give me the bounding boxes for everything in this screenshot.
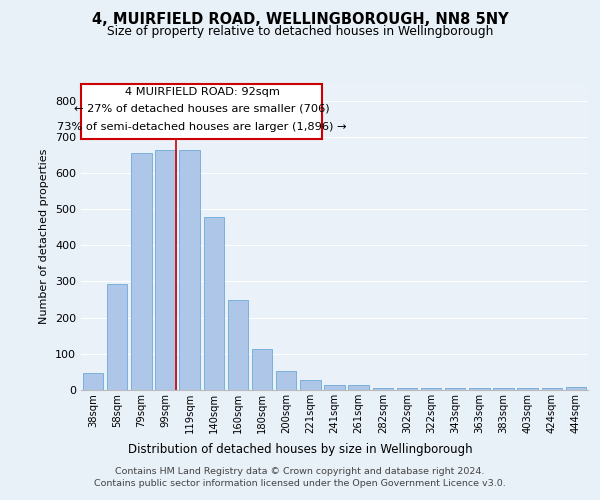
Bar: [373, 388, 393, 390]
Bar: [203, 217, 224, 390]
Bar: [445, 388, 466, 390]
Text: 4 MUIRFIELD ROAD: 92sqm: 4 MUIRFIELD ROAD: 92sqm: [125, 87, 280, 97]
Bar: [493, 388, 514, 390]
Bar: [107, 284, 127, 390]
Bar: [469, 388, 490, 390]
Bar: [324, 384, 345, 390]
Bar: [421, 388, 442, 390]
Bar: [252, 349, 272, 390]
Bar: [155, 150, 176, 390]
Text: ← 27% of detached houses are smaller (706): ← 27% of detached houses are smaller (70…: [74, 103, 330, 113]
Bar: [542, 388, 562, 390]
Bar: [179, 150, 200, 390]
Bar: [349, 385, 369, 390]
Text: 4, MUIRFIELD ROAD, WELLINGBOROUGH, NN8 5NY: 4, MUIRFIELD ROAD, WELLINGBOROUGH, NN8 5…: [92, 12, 508, 28]
Bar: [227, 300, 248, 390]
Bar: [276, 371, 296, 390]
Text: Distribution of detached houses by size in Wellingborough: Distribution of detached houses by size …: [128, 442, 472, 456]
Bar: [83, 372, 103, 390]
Y-axis label: Number of detached properties: Number of detached properties: [40, 148, 49, 324]
Bar: [566, 387, 586, 390]
Bar: [517, 388, 538, 390]
Text: Size of property relative to detached houses in Wellingborough: Size of property relative to detached ho…: [107, 25, 493, 38]
Text: Contains HM Land Registry data © Crown copyright and database right 2024.: Contains HM Land Registry data © Crown c…: [115, 467, 485, 476]
Bar: [131, 153, 152, 390]
Text: 73% of semi-detached houses are larger (1,896) →: 73% of semi-detached houses are larger (…: [57, 122, 347, 132]
Text: Contains public sector information licensed under the Open Government Licence v3: Contains public sector information licen…: [94, 478, 506, 488]
Bar: [300, 380, 320, 390]
FancyBboxPatch shape: [82, 84, 322, 140]
Bar: [397, 388, 417, 390]
